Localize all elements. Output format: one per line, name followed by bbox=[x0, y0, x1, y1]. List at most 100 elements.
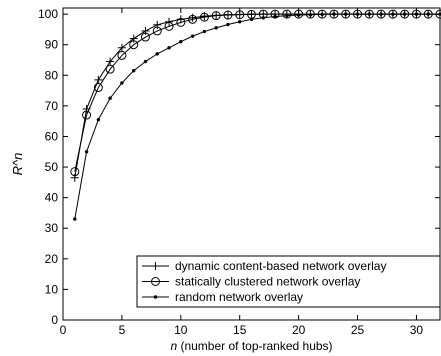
data-point bbox=[94, 75, 103, 84]
data-point bbox=[214, 26, 218, 30]
legend-label: dynamic content-based network overlay bbox=[175, 259, 386, 273]
data-point bbox=[105, 64, 115, 74]
data-point bbox=[332, 12, 336, 16]
legend-entry-dynamic: dynamic content-based network overlay bbox=[142, 259, 386, 273]
data-point bbox=[129, 40, 139, 50]
data-point bbox=[176, 17, 186, 27]
x-tick-label: 25 bbox=[351, 323, 365, 337]
legend-marker bbox=[151, 277, 160, 286]
x-tick-label: 5 bbox=[119, 323, 126, 337]
data-point bbox=[308, 13, 313, 17]
data-point bbox=[223, 10, 233, 20]
data-point bbox=[414, 12, 419, 16]
legend-label: statically clustered network overlay bbox=[175, 275, 360, 289]
data-point bbox=[108, 96, 112, 100]
data-point bbox=[117, 43, 126, 52]
data-point bbox=[426, 12, 430, 16]
series-random bbox=[73, 12, 441, 221]
x-tick-label: 10 bbox=[174, 323, 188, 337]
data-point bbox=[261, 16, 265, 20]
data-point bbox=[202, 29, 207, 34]
y-tick-label: 20 bbox=[45, 252, 59, 266]
legend-marker bbox=[153, 295, 158, 299]
data-point bbox=[190, 34, 195, 38]
data-point bbox=[344, 12, 348, 16]
data-point bbox=[226, 22, 230, 27]
data-point bbox=[73, 217, 77, 221]
data-point bbox=[167, 46, 171, 50]
data-point bbox=[199, 12, 209, 22]
data-point bbox=[84, 150, 89, 154]
data-point bbox=[152, 26, 162, 36]
data-point bbox=[249, 17, 254, 22]
y-axis: 0 10 20 30 40 50 60 70 80 90 100 bbox=[38, 7, 440, 327]
y-tick-label: 10 bbox=[45, 282, 59, 296]
legend-entry-static: statically clustered network overlay bbox=[142, 275, 360, 289]
y-tick-label: 60 bbox=[45, 129, 59, 143]
series-line bbox=[74, 13, 440, 172]
data-point bbox=[82, 110, 92, 120]
y-tick-label: 100 bbox=[38, 7, 58, 21]
legend: dynamic content-based network overlay sta… bbox=[136, 255, 441, 308]
series-line bbox=[74, 13, 440, 178]
data-point bbox=[391, 12, 395, 16]
data-point bbox=[164, 21, 174, 31]
data-point bbox=[305, 9, 315, 19]
data-point bbox=[70, 167, 80, 177]
plot-area bbox=[62, 7, 441, 321]
data-point bbox=[106, 57, 115, 66]
data-point bbox=[70, 173, 79, 182]
data-point bbox=[129, 34, 138, 43]
plot-frame bbox=[62, 7, 441, 321]
y-tick-label: 80 bbox=[45, 68, 59, 82]
data-point bbox=[155, 52, 159, 56]
x-axis: 0 5 10 15 20 25 30 bbox=[60, 8, 424, 337]
y-tick-label: 90 bbox=[45, 38, 59, 52]
data-point bbox=[188, 14, 198, 24]
legend-box bbox=[136, 255, 441, 308]
data-point bbox=[131, 69, 136, 73]
x-axis-label: n (number of top-ranked hubs) bbox=[170, 339, 332, 353]
data-point bbox=[402, 12, 407, 16]
x-tick-label: 15 bbox=[233, 323, 247, 337]
data-point bbox=[211, 11, 221, 21]
legend-entry-random: random network overlay bbox=[142, 290, 303, 304]
data-point bbox=[179, 39, 183, 44]
data-point bbox=[285, 13, 289, 18]
y-tick-label: 70 bbox=[45, 99, 59, 113]
data-point bbox=[282, 9, 292, 19]
y-tick-label: 40 bbox=[45, 191, 59, 205]
y-tick-label: 30 bbox=[45, 221, 59, 235]
data-point bbox=[117, 50, 127, 60]
data-point bbox=[238, 20, 242, 24]
x-tick-label: 30 bbox=[410, 323, 424, 337]
data-point bbox=[96, 117, 101, 122]
data-point bbox=[153, 20, 162, 29]
x-axis-label-text: (number of top-ranked hubs) bbox=[177, 339, 332, 353]
data-point bbox=[140, 32, 150, 42]
y-axis-label: R^n bbox=[10, 153, 25, 176]
data-point bbox=[355, 12, 360, 16]
y-tick-label: 50 bbox=[45, 160, 59, 174]
series-dynamic bbox=[70, 10, 441, 182]
data-point bbox=[296, 13, 301, 17]
data-point bbox=[367, 12, 372, 16]
x-axis-label-variable: n bbox=[170, 339, 177, 353]
data-point bbox=[273, 14, 277, 19]
data-point bbox=[93, 83, 103, 93]
data-point bbox=[143, 59, 148, 64]
series-static bbox=[70, 9, 441, 177]
y-tick-label: 0 bbox=[51, 313, 58, 327]
legend-label: random network overlay bbox=[175, 290, 303, 304]
x-tick-label: 0 bbox=[60, 323, 67, 337]
x-tick-label: 20 bbox=[292, 323, 306, 337]
series-layer bbox=[70, 9, 441, 221]
data-point bbox=[141, 26, 150, 35]
legend-marker bbox=[151, 262, 160, 270]
series-line bbox=[74, 13, 440, 220]
data-point bbox=[120, 81, 124, 85]
data-point bbox=[165, 17, 174, 26]
data-point bbox=[379, 12, 383, 16]
data-point bbox=[320, 12, 324, 17]
